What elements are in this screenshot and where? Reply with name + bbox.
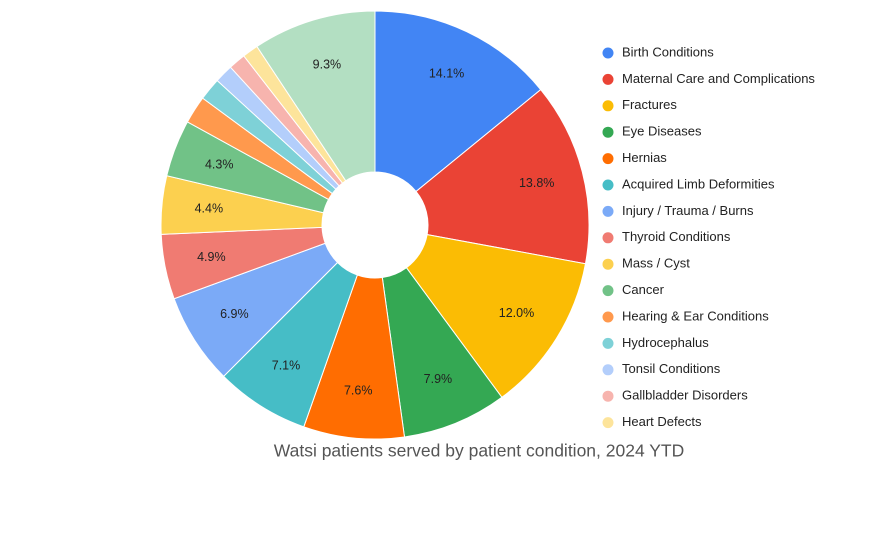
data-label: 6.9% (220, 307, 249, 321)
legend-swatch (602, 179, 614, 191)
legend-swatch (602, 417, 614, 429)
data-label: 12.0% (499, 306, 534, 320)
legend-label: Mass / Cyst (622, 256, 690, 271)
legend-swatch (602, 311, 614, 323)
pie-slice (374, 10, 542, 193)
legend-swatch (602, 337, 614, 349)
legend-label: Birth Conditions (622, 44, 714, 59)
legend-label: Injury / Trauma / Burns (622, 203, 754, 218)
data-label: 9.3% (313, 57, 342, 71)
pie-slice (256, 10, 376, 182)
data-label: 7.6% (344, 383, 373, 397)
legend-swatch (602, 126, 614, 138)
legend-label: Hearing & Ear Conditions (622, 308, 769, 323)
legend-label: Acquired Limb Deformities (622, 176, 775, 191)
data-label: 4.3% (205, 157, 234, 171)
pie-slice (405, 234, 587, 399)
data-label: 4.4% (195, 202, 224, 216)
legend-label: Heart Defects (622, 414, 702, 429)
data-label: 7.1% (272, 359, 301, 373)
legend-swatch (602, 205, 614, 217)
legend-swatch (602, 47, 614, 59)
pie-slice (415, 88, 590, 265)
chart-title: Watsi patients served by patient conditi… (274, 441, 685, 461)
legend-label: Maternal Care and Complications (622, 71, 815, 86)
legend-swatch (602, 100, 614, 112)
data-label: 13.8% (519, 176, 554, 190)
legend-swatch (602, 285, 614, 297)
legend-label: Hernias (622, 150, 667, 165)
legend-label: Eye Diseases (622, 124, 702, 139)
legend-label: Cancer (622, 282, 665, 297)
legend-label: Hydrocephalus (622, 335, 709, 350)
legend-swatch (602, 258, 614, 270)
legend-swatch (602, 153, 614, 165)
legend-swatch (602, 73, 614, 85)
data-label: 7.9% (424, 372, 453, 386)
legend-label: Thyroid Conditions (622, 229, 731, 244)
data-label: 14.1% (429, 66, 464, 80)
legend-swatch (602, 390, 614, 402)
legend-swatch (602, 232, 614, 244)
legend-label: Gallbladder Disorders (622, 388, 748, 403)
data-label: 4.9% (197, 250, 226, 264)
legend-label: Fractures (622, 97, 677, 112)
legend-label: Tonsil Conditions (622, 361, 721, 376)
legend-swatch (602, 364, 614, 376)
